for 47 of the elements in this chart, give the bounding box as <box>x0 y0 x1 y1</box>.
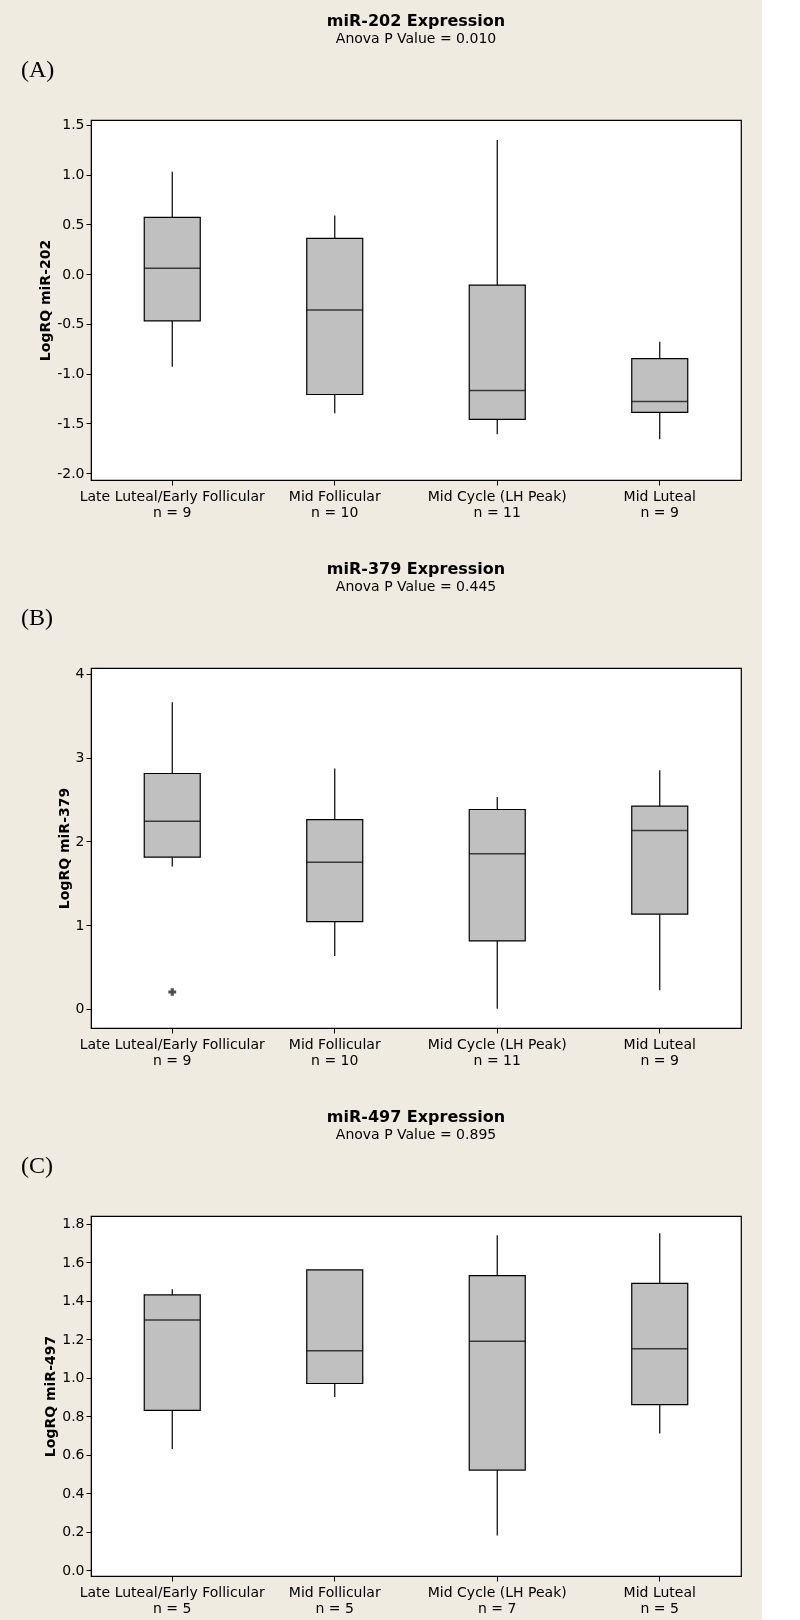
y-tick-label: 0.5 <box>62 215 85 232</box>
x-tick-label: Mid Cycle (LH Peak) n = 11 <box>427 1035 567 1068</box>
y-tick-label: 0.6 <box>62 1446 85 1463</box>
y-tick-label: 0.2 <box>62 1523 85 1540</box>
y-tick-label: -0.5 <box>57 315 85 332</box>
x-tick-label: Mid Luteal n = 5 <box>623 1583 696 1616</box>
x-tick-label: Mid Follicular n = 10 <box>288 487 381 520</box>
y-tick-label: 1.0 <box>62 166 85 183</box>
y-tick-label: -1.5 <box>57 414 85 431</box>
x-tick-label: Mid Follicular n = 5 <box>288 1583 381 1616</box>
y-axis-title: LogRQ miR-202 <box>37 239 54 362</box>
chart-subtitle: Anova P Value = 0.010 <box>335 30 497 46</box>
y-tick-label: -1.0 <box>57 365 85 382</box>
chart-subtitle: Anova P Value = 0.895 <box>335 1126 497 1142</box>
y-tick-label: 0.0 <box>62 1561 85 1578</box>
chart-title: miR-497 Expression <box>326 1107 506 1126</box>
x-tick-label: Mid Cycle (LH Peak) n = 7 <box>427 1583 567 1616</box>
x-tick-label: Late Luteal/Early Follicular n = 9 <box>79 487 266 520</box>
chart-subtitle: Anova P Value = 0.445 <box>335 578 497 594</box>
y-tick-label: 2 <box>75 832 85 849</box>
y-axis-title: LogRQ miR-379 <box>55 787 72 910</box>
text: (A) <box>21 56 55 82</box>
y-tick-label: 1.0 <box>62 1369 85 1386</box>
y-tick-label: 0 <box>75 1000 85 1017</box>
y-tick-label: 1.4 <box>62 1292 85 1309</box>
x-tick-label: Mid Follicular n = 10 <box>288 1035 381 1068</box>
x-tick-label: Mid Cycle (LH Peak) n = 11 <box>427 487 567 520</box>
y-tick-label: 1.5 <box>62 116 85 133</box>
y-tick-label: 4 <box>75 665 85 682</box>
y-axis-title: LogRQ miR-497 <box>42 1335 59 1458</box>
x-tick-label: Mid Luteal n = 9 <box>623 1035 696 1068</box>
y-tick-label: 0.8 <box>62 1407 85 1424</box>
y-tick-label: 1.2 <box>62 1330 85 1347</box>
y-tick-label: 1.6 <box>62 1253 85 1270</box>
y-tick-label: 0.0 <box>62 265 85 282</box>
chart-title: miR-202 Expression <box>326 11 506 30</box>
y-tick-label: 3 <box>75 749 85 766</box>
y-tick-label: -2.0 <box>57 464 85 481</box>
x-tick-label: Late Luteal/Early Follicular n = 9 <box>79 1035 266 1068</box>
chart-title: miR-379 Expression <box>326 559 506 578</box>
text: (C) <box>21 1152 53 1178</box>
x-tick-label: Mid Luteal n = 9 <box>623 487 696 520</box>
y-tick-label: 1.8 <box>62 1215 85 1232</box>
y-tick-label: 0.4 <box>62 1484 85 1501</box>
text: (B) <box>21 604 53 630</box>
x-tick-label: Late Luteal/Early Follicular n = 5 <box>79 1583 266 1616</box>
y-tick-label: 1 <box>75 916 85 933</box>
